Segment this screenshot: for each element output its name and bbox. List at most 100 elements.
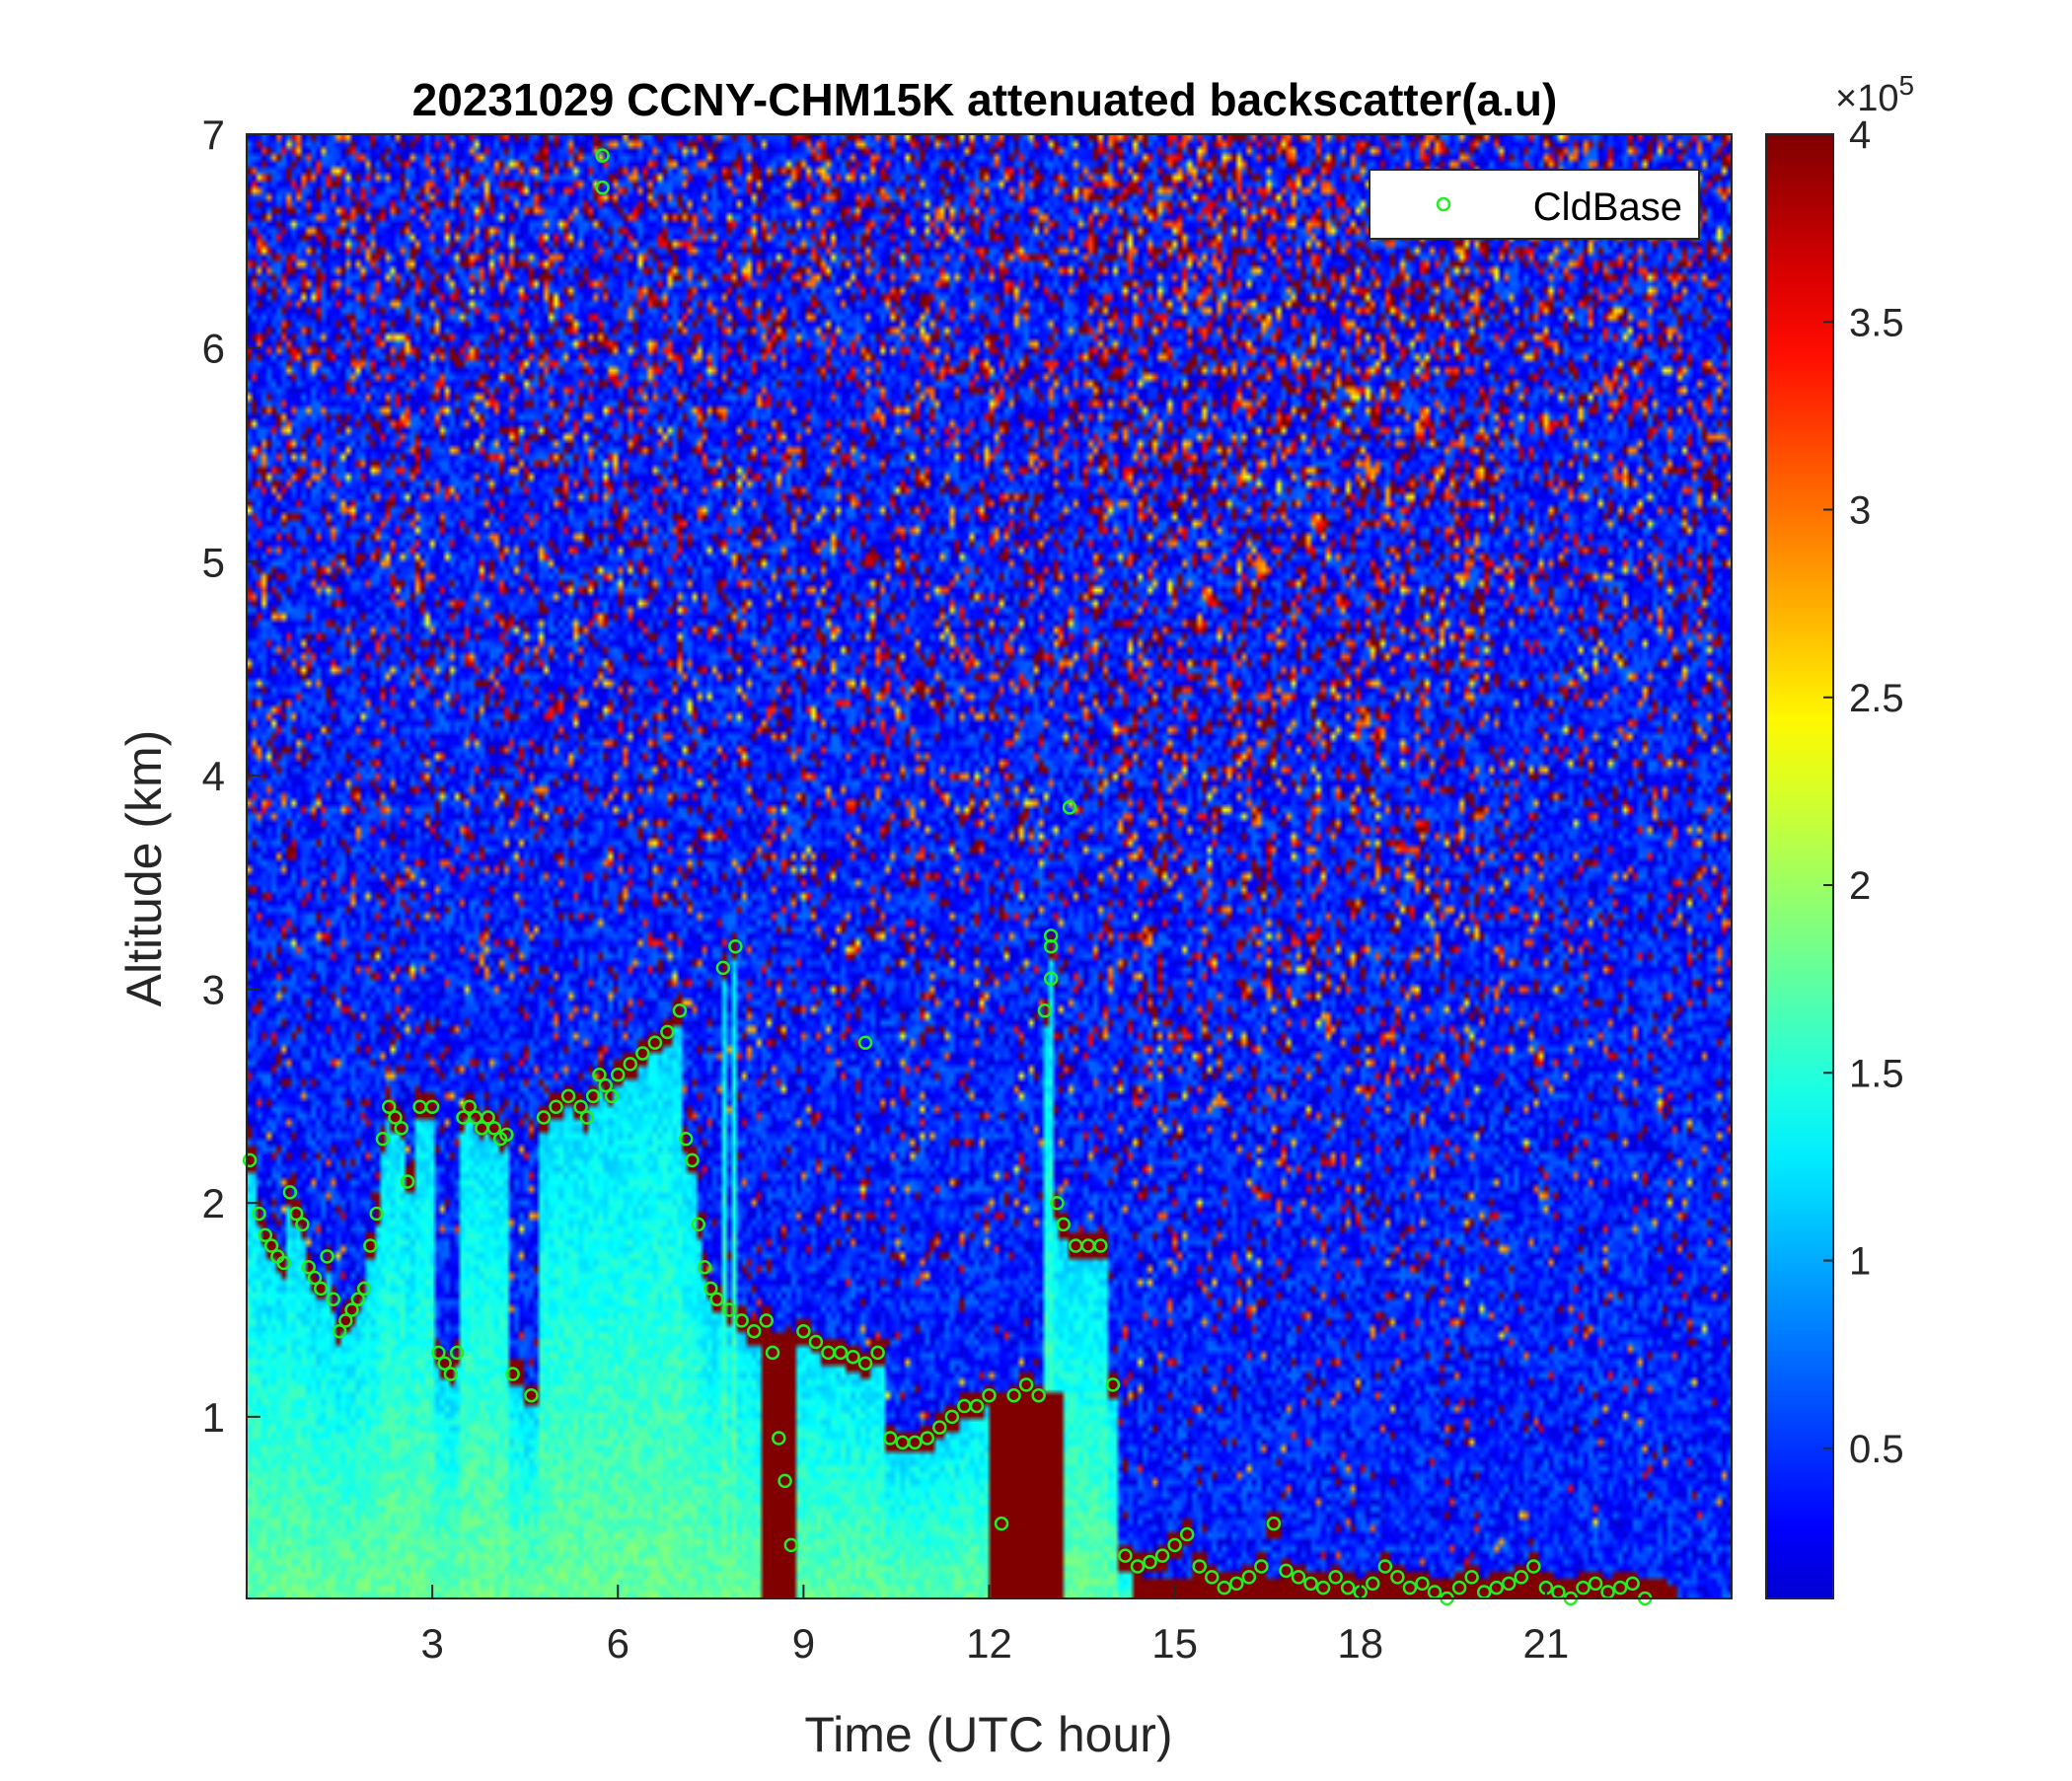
cloud-base-point — [307, 1270, 323, 1286]
cloud-base-point — [969, 1398, 985, 1414]
cloud-base-point — [1217, 1580, 1232, 1595]
cloud-base-point — [1154, 1548, 1170, 1563]
cloud-base-point — [592, 1067, 607, 1082]
chart-title: 20231029 CCNY-CHM15K attenuated backscat… — [412, 74, 1558, 125]
cloud-base-point — [424, 1099, 440, 1114]
cloud-base-point — [765, 1345, 780, 1361]
cloud-base-point — [1031, 1387, 1046, 1403]
x-tick-label: 9 — [792, 1620, 815, 1667]
cloud-base-point — [1229, 1576, 1244, 1592]
cloud-base-point — [1062, 800, 1077, 815]
colorbar-tick-label: 4 — [1849, 113, 1871, 157]
y-tick-label: 6 — [202, 326, 225, 372]
cloud-base-point — [678, 1131, 694, 1147]
cloud-base-point — [573, 1099, 588, 1114]
cloud-base-point — [685, 1152, 700, 1168]
cloud-base-point — [1502, 1576, 1517, 1592]
colorbar-tick-label: 2.5 — [1849, 677, 1904, 720]
cloud-base-point — [263, 1238, 279, 1253]
cloud-base-point — [332, 1323, 347, 1339]
cloud-base-point — [1254, 1559, 1269, 1574]
colorbar-multiplier-base: ×10 — [1835, 78, 1898, 119]
cloud-base-point — [808, 1334, 824, 1350]
cloud-base-point — [481, 1110, 495, 1125]
colorbar-tick-label: 1.5 — [1849, 1052, 1904, 1095]
cloud-base-point — [288, 1206, 304, 1222]
cloud-base-point — [1340, 1580, 1356, 1595]
cloud-base-point — [295, 1217, 310, 1232]
cloud-base-point — [344, 1302, 359, 1317]
x-tick-label: 15 — [1151, 1620, 1198, 1667]
colorbar-tick-label: 2 — [1849, 864, 1871, 908]
cloud-base-point — [697, 1259, 712, 1275]
cloud-base-point — [635, 1046, 650, 1061]
cloud-base-point — [1390, 1570, 1405, 1585]
cloud-base-point — [536, 1110, 552, 1125]
colorbar-tick-label: 3.5 — [1849, 301, 1904, 344]
cloud-base-point — [783, 1537, 799, 1553]
colorbar-multiplier: ×105 — [1835, 70, 1914, 119]
cloud-base-point — [796, 1323, 811, 1339]
cloud-base-point — [394, 1121, 409, 1136]
cloud-base-point — [777, 1473, 792, 1489]
cloud-base-point — [301, 1259, 316, 1275]
cloud-base-point — [1118, 1548, 1133, 1563]
y-tick-label: 1 — [202, 1394, 225, 1441]
cloud-base-point — [350, 1292, 366, 1306]
cloud-base-point — [1050, 1195, 1065, 1211]
cloud-base-point — [846, 1349, 860, 1365]
cloud-base-point — [431, 1345, 446, 1361]
x-axis-label: Time (UTC hour) — [804, 1707, 1172, 1762]
cloud-base-point — [1315, 1580, 1331, 1595]
cloud-base-point — [462, 1099, 477, 1114]
cloud-base-point — [1037, 1002, 1053, 1018]
cloud-base-point — [449, 1345, 465, 1361]
colorbar-tick-label: 3 — [1849, 489, 1871, 533]
cloud-base-point — [1167, 1537, 1182, 1553]
cloud-base-point — [932, 1420, 947, 1435]
cloud-base-point — [1588, 1576, 1603, 1592]
cloud-base-point — [585, 1088, 601, 1104]
cloud-base-point — [1006, 1387, 1021, 1403]
cloud-base-point — [982, 1387, 997, 1403]
y-tick-label: 7 — [202, 111, 225, 158]
cloud-base-point — [1266, 1516, 1282, 1531]
cloud-base-point — [595, 180, 610, 195]
cloud-base-point — [1130, 1559, 1146, 1574]
cloud-base-point — [314, 1281, 329, 1297]
cloud-base-point — [1093, 1238, 1108, 1253]
cloud-base-point — [258, 1227, 273, 1242]
cloud-base-point — [598, 1077, 613, 1093]
cloud-base-point — [1451, 1580, 1467, 1595]
cloud-base-point — [560, 1088, 576, 1104]
cloud-base-point — [1366, 1576, 1380, 1592]
y-axis: 1 2 3 4 5 6 7 — [202, 111, 260, 1441]
cloud-base-point — [437, 1356, 452, 1371]
cloud-base-point — [882, 1431, 898, 1446]
cloud-base-point — [857, 1035, 873, 1050]
y-tick-label: 2 — [202, 1180, 225, 1226]
cloud-base-point — [1489, 1580, 1504, 1595]
cloud-base-series — [242, 148, 1653, 1606]
cloud-base-point — [242, 1152, 258, 1168]
cloud-base-point — [647, 1035, 663, 1050]
x-tick-label: 6 — [607, 1620, 629, 1667]
cloud-base-point — [1192, 1559, 1207, 1574]
cloud-base-point — [759, 1313, 774, 1328]
cloud-base-point — [1514, 1570, 1529, 1585]
colorbar: 0.5 1 1.5 2 2.5 3 3.5 4 ×105 — [1765, 70, 1914, 1599]
cloud-base-point — [338, 1313, 353, 1328]
cloud-base-point — [870, 1345, 885, 1361]
colorbar-ticks: 0.5 1 1.5 2 2.5 3 3.5 4 — [1823, 113, 1904, 1471]
cloud-base-point — [660, 1024, 675, 1040]
x-tick-label: 18 — [1337, 1620, 1383, 1667]
legend: CldBase — [1369, 169, 1700, 240]
cloud-base-point — [672, 1002, 688, 1018]
cloud-base-point — [734, 1313, 749, 1328]
cloud-base-point — [623, 1057, 638, 1072]
colorbar-multiplier-exponent: 5 — [1898, 70, 1914, 101]
cloud-base-point — [1179, 1526, 1195, 1542]
cloud-base-point — [920, 1431, 935, 1446]
